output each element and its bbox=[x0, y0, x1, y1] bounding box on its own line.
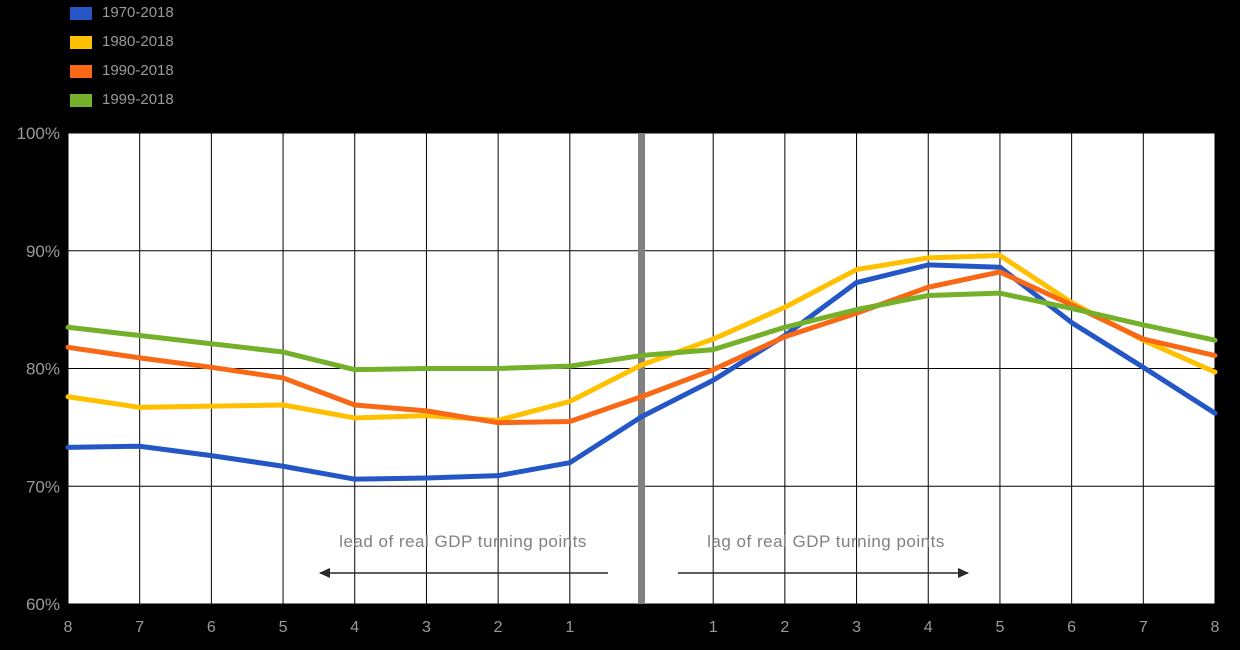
legend-swatch-1970-2018 bbox=[70, 6, 92, 20]
legend-item: 1980-2018 bbox=[70, 33, 174, 50]
x-tick-label: 4 bbox=[924, 619, 933, 636]
legend-label-1980-2018: 1980-2018 bbox=[102, 33, 174, 50]
y-tick-label: 70% bbox=[26, 477, 60, 496]
series-line-1980-2018 bbox=[65, 252, 1218, 423]
x-tick-label: 8 bbox=[1211, 619, 1220, 636]
x-tick-label: 7 bbox=[1139, 619, 1148, 636]
legend-item: 1999-2018 bbox=[70, 91, 174, 108]
x-tick-label: 7 bbox=[135, 619, 144, 636]
lead-annotation-text: lead of real GDP turning points bbox=[339, 532, 587, 551]
legend-swatch-1990-2018 bbox=[70, 64, 92, 78]
x-tick-label: 5 bbox=[279, 619, 288, 636]
series-lines bbox=[65, 252, 1218, 482]
lag-annotation-text: lag of real GDP turning points bbox=[707, 532, 945, 551]
x-tick-label: 2 bbox=[780, 619, 789, 636]
lag-annotation: lag of real GDP turning points bbox=[678, 532, 969, 578]
legend-label-1990-2018: 1990-2018 bbox=[102, 62, 174, 79]
series-line-1999-2018 bbox=[65, 290, 1218, 373]
y-tick-label: 60% bbox=[26, 595, 60, 614]
legend-label-1999-2018: 1999-2018 bbox=[102, 91, 174, 108]
y-tick-label: 100% bbox=[17, 124, 60, 143]
x-tick-label: 4 bbox=[350, 619, 359, 636]
legend-label-1970-2018: 1970-2018 bbox=[102, 4, 174, 21]
x-tick-label: 3 bbox=[852, 619, 861, 636]
series-line-1990-2018 bbox=[65, 269, 1218, 426]
lead-annotation: lead of real GDP turning points bbox=[319, 532, 608, 578]
y-tick-label: 90% bbox=[26, 242, 60, 261]
legend-item: 1990-2018 bbox=[70, 62, 174, 79]
x-tick-label: 6 bbox=[1067, 619, 1076, 636]
x-tick-label: 8 bbox=[64, 619, 73, 636]
legend-swatch-1980-2018 bbox=[70, 35, 92, 49]
x-axis-labels: 8 7 6 5 4 3 2 1 1 2 3 4 5 6 7 8 bbox=[64, 619, 1220, 636]
chart-legend: 1970-2018 1980-2018 1990-2018 1999-2018 bbox=[70, 4, 174, 108]
legend-item: 1970-2018 bbox=[70, 4, 174, 21]
gridlines bbox=[67, 132, 1216, 605]
zero-lag-divider bbox=[638, 133, 645, 604]
x-tick-label: 2 bbox=[494, 619, 503, 636]
x-tick-label: 5 bbox=[995, 619, 1004, 636]
x-tick-label: 3 bbox=[422, 619, 431, 636]
y-axis-labels: 100% 90% 80% 70% 60% bbox=[17, 124, 60, 614]
x-tick-label: 1 bbox=[565, 619, 574, 636]
legend-swatch-1999-2018 bbox=[70, 93, 92, 107]
y-tick-label: 80% bbox=[26, 360, 60, 379]
x-tick-label: 1 bbox=[709, 619, 718, 636]
x-tick-label: 6 bbox=[207, 619, 216, 636]
